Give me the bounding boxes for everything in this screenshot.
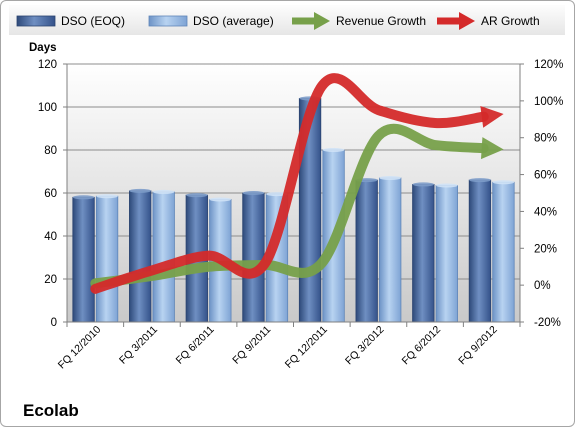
x-tick-label: FQ 3/2012 xyxy=(343,324,387,368)
legend-arrow-revenue-growth xyxy=(314,12,330,30)
x-tick-label: FQ 6/2012 xyxy=(400,324,444,368)
x-tick-label: FQ 9/2012 xyxy=(456,324,500,368)
bar-top-cap xyxy=(96,194,118,199)
y2-tick-label: 60% xyxy=(534,170,557,182)
y-tick-label: 20 xyxy=(44,274,57,286)
bar-dso-eoq xyxy=(72,196,95,323)
line-series xyxy=(90,73,504,294)
legend-swatch-dso-average- xyxy=(148,15,188,27)
bar-top-cap xyxy=(186,193,208,198)
bar-dso-average xyxy=(435,185,458,323)
y2-tick-label: 80% xyxy=(534,133,557,145)
y-tick-label: 0 xyxy=(51,317,57,329)
y2-tick-label: 120% xyxy=(534,59,563,71)
bar-dso-eoq xyxy=(468,179,492,323)
ar-growth-arrowhead xyxy=(480,105,504,128)
bar-dso-eoq xyxy=(412,183,435,323)
bar-dso-average xyxy=(492,181,515,323)
y-tick-label: 120 xyxy=(38,59,57,71)
bar-dso-average xyxy=(95,195,119,323)
y2-tick-label: 0% xyxy=(534,280,551,292)
legend-label-dso-eoq-: DSO (EOQ) xyxy=(61,14,125,28)
x-tick-label: FQ 6/2011 xyxy=(174,324,217,367)
legend-label-revenue-growth: Revenue Growth xyxy=(336,14,426,28)
x-tick-label: FQ 12/2011 xyxy=(283,324,330,371)
bar-top-cap xyxy=(129,188,151,193)
legend: DSO (EOQ) DSO (average) Revenue Growth AR G… xyxy=(16,12,540,30)
bar-top-cap xyxy=(72,195,95,200)
bar-dso-eoq xyxy=(242,192,265,323)
legend-label-ar-growth: AR Growth xyxy=(481,14,540,28)
x-tick-label: FQ 12/2010 xyxy=(56,324,104,372)
y-axis-title: Days xyxy=(29,42,57,54)
bar-dso-average xyxy=(152,191,175,323)
bar-top-cap xyxy=(412,182,435,187)
y-tick-label: 60 xyxy=(44,188,57,200)
bar-dso-average xyxy=(379,177,402,323)
y-tick-label: 100 xyxy=(38,102,57,114)
y2-tick-label: 20% xyxy=(534,243,557,255)
x-tick-label: FQ 9/2011 xyxy=(230,324,273,367)
bar-dso-eoq xyxy=(355,179,378,323)
legend-label-dso-average-: DSO (average) xyxy=(193,14,274,28)
y2-tick-label: -20% xyxy=(534,317,561,329)
bar-top-cap xyxy=(322,148,345,152)
x-tick-label: FQ 3/2011 xyxy=(117,324,160,367)
legend-arrow-ar-growth xyxy=(459,12,475,30)
bar-top-cap xyxy=(266,192,288,197)
y2-tick-label: 100% xyxy=(534,96,563,108)
bar-top-cap xyxy=(242,191,265,195)
bar-top-cap xyxy=(492,180,515,185)
bar-top-cap xyxy=(209,197,232,202)
legend-swatch-dso-eoq- xyxy=(16,15,56,27)
revenue-growth-line xyxy=(90,123,489,289)
bar-dso-eoq xyxy=(129,190,152,323)
y-tick-label: 80 xyxy=(44,145,57,157)
bar-top-cap xyxy=(152,189,175,194)
revenue-growth-arrowhead xyxy=(480,137,504,160)
y-tick-label: 40 xyxy=(44,231,57,243)
bar-top-cap xyxy=(469,178,491,183)
company-label: Ecolab xyxy=(23,401,79,420)
bar-top-cap xyxy=(436,183,458,188)
bar-top-cap xyxy=(379,175,401,180)
bar-series xyxy=(72,96,515,323)
ar-growth-line xyxy=(90,73,489,294)
y2-tick-label: 40% xyxy=(534,206,557,218)
